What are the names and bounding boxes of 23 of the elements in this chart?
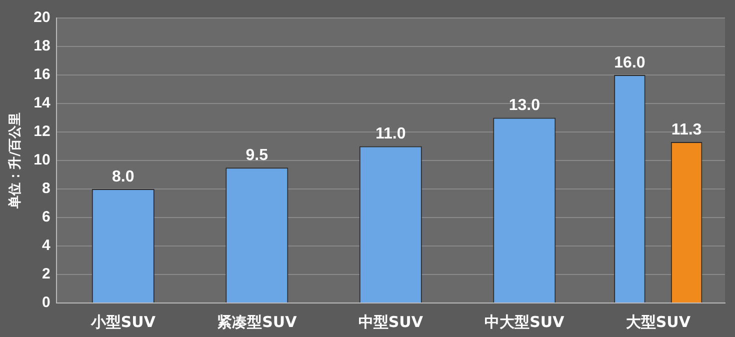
x-tick-label: 中型SUV <box>358 312 424 331</box>
data-label: 11.0 <box>376 126 406 143</box>
y-tick-label: 20 <box>34 9 50 26</box>
y-tick-label: 6 <box>42 208 50 226</box>
y-tick-label: 18 <box>34 38 50 55</box>
y-tick-label: 4 <box>42 237 51 254</box>
data-label: 16.0 <box>614 54 646 72</box>
x-tick-label: 小型SUV <box>90 312 156 331</box>
data-label: 13.0 <box>508 97 540 114</box>
data-label: 8.0 <box>112 168 134 186</box>
data-label: 11.3 <box>671 121 702 138</box>
y-tick-label: 0 <box>42 294 50 312</box>
y-tick-label: 8 <box>42 180 50 198</box>
y-tick-label: 16 <box>34 66 50 84</box>
data-label: 9.5 <box>246 147 268 164</box>
y-tick-label: 14 <box>34 94 51 112</box>
y-tick-label: 2 <box>42 266 50 283</box>
y-tick-label: 12 <box>34 123 50 140</box>
x-tick-label: 紧凑型SUV <box>217 312 298 331</box>
y-axis-title: 单位：升/百公里 <box>7 112 24 210</box>
x-tick-label: 大型SUV <box>626 312 691 331</box>
y-tick-label: 10 <box>34 152 50 169</box>
x-tick-label: 中大型SUV <box>484 312 565 331</box>
